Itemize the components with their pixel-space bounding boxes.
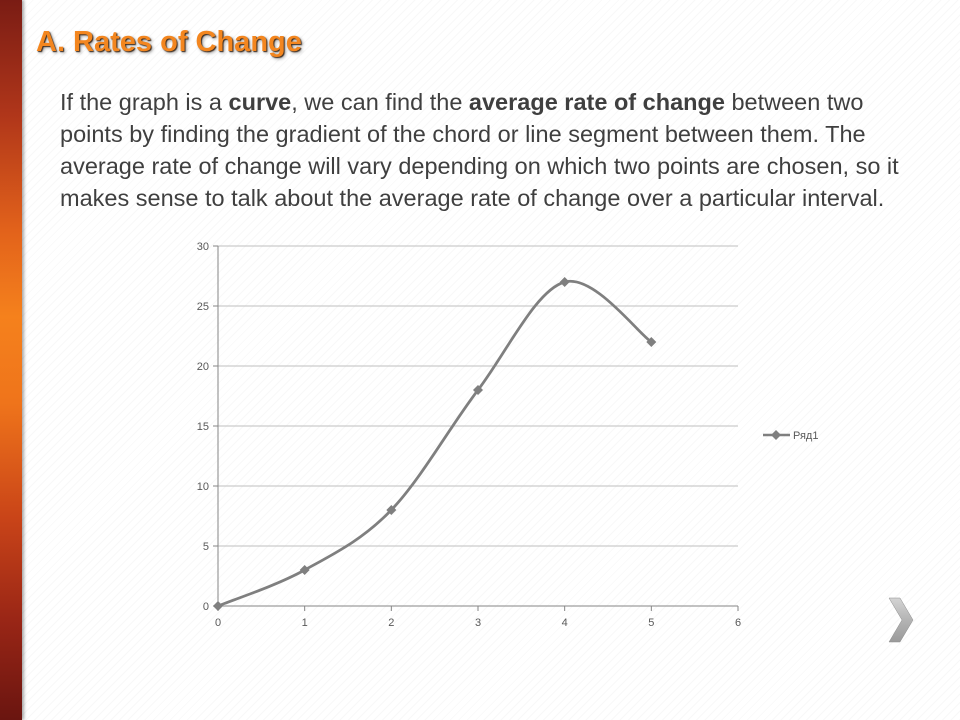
y-tick-label: 30: [197, 241, 209, 253]
data-point: [386, 505, 397, 515]
data-markers: [213, 277, 657, 611]
accent-bar: [0, 0, 22, 720]
body-line: makes sense to talk about the average ra…: [60, 182, 899, 214]
body-line: average rate of change will vary dependi…: [60, 150, 899, 182]
body-text-segment: If the graph is a: [60, 89, 229, 115]
legend: Ряд1: [763, 430, 818, 442]
line-chart: 0 5 10 15 20 25 30 0 1 2 3 4 5 6 Ряд1: [197, 241, 819, 629]
x-tick-label: 3: [475, 617, 481, 629]
x-tick-label: 4: [562, 617, 568, 629]
chevron-glyph: [888, 597, 914, 643]
data-point: [299, 565, 310, 575]
legend-label: Ряд1: [793, 430, 818, 442]
gridlines: [218, 245, 738, 547]
next-slide-button[interactable]: [886, 596, 916, 644]
body-paragraph: If the graph is a curve, we can find the…: [60, 86, 899, 214]
data-point: [473, 385, 483, 395]
body-text-segment: between two: [724, 89, 864, 115]
x-tick-label: 2: [388, 617, 394, 629]
y-tick-label: 5: [203, 541, 209, 553]
data-point: [646, 337, 657, 347]
legend-marker: [771, 430, 781, 440]
chevron-right-icon: [888, 597, 914, 643]
y-tick-label: 0: [203, 601, 209, 613]
x-tick-labels: 0 1 2 3 4 5 6: [215, 617, 741, 629]
body-line: points by finding the gradient of the ch…: [60, 118, 899, 150]
y-tick-label: 25: [197, 301, 209, 313]
y-tick-label: 20: [197, 361, 209, 373]
body-text-segment: points by finding the gradient of the ch…: [60, 121, 866, 147]
y-tick-label: 15: [197, 421, 209, 433]
x-tick-label: 6: [735, 617, 741, 629]
y-tick-labels: 0 5 10 15 20 25 30: [197, 241, 209, 613]
emphasis-average-rate-of-change: average rate of change: [468, 89, 725, 115]
x-tick-label: 5: [648, 617, 654, 629]
emphasis-curve: curve: [228, 89, 292, 115]
data-point: [213, 601, 223, 611]
slide-title: A. Rates of Change: [36, 26, 302, 58]
y-tick-label: 10: [197, 481, 209, 493]
body-text-segment: average rate of change will vary dependi…: [60, 153, 899, 179]
body-text-segment: makes sense to talk about the average ra…: [60, 185, 885, 211]
x-tick-label: 0: [215, 617, 221, 629]
series-line: [216, 279, 653, 608]
x-tick-label: 1: [302, 617, 308, 629]
body-line: If the graph is a curve, we can find the…: [60, 86, 899, 118]
body-text-segment: , we can find the: [291, 89, 469, 115]
data-point: [559, 277, 570, 287]
axes: [213, 245, 739, 611]
